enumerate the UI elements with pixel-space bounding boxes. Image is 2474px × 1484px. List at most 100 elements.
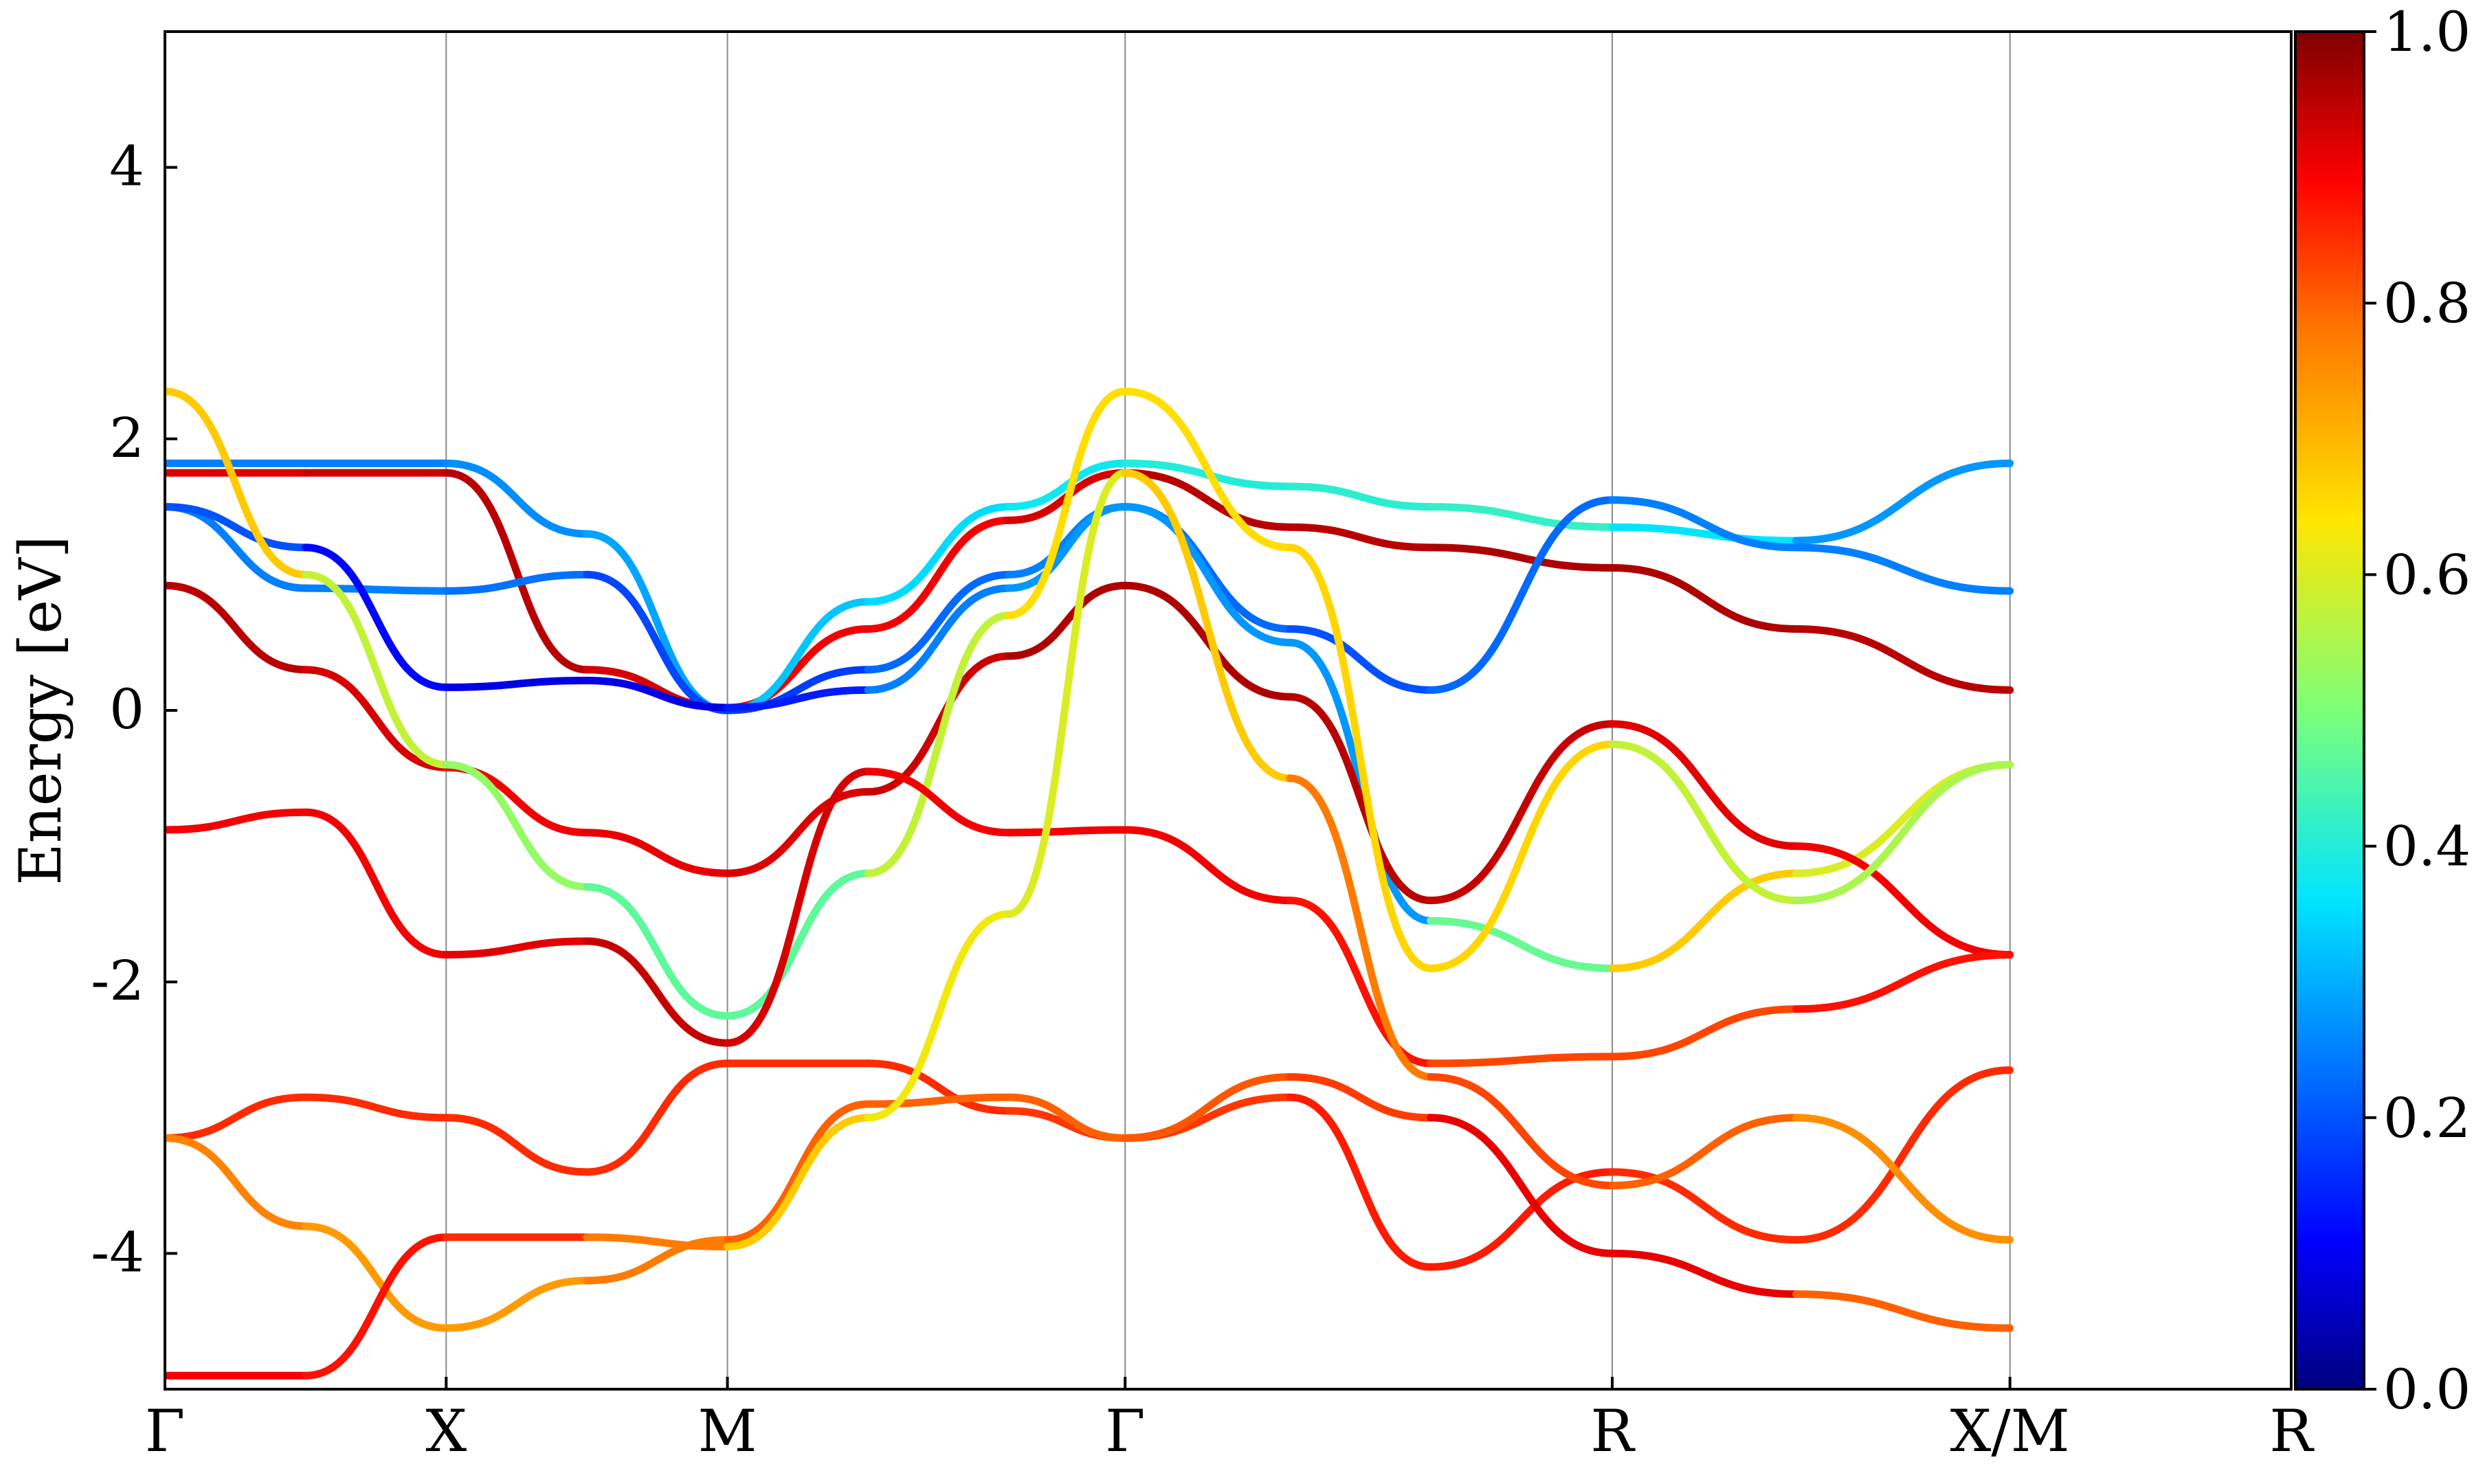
band-segment [165, 1134, 310, 1230]
k-point-label: Γ [1105, 1397, 1145, 1465]
band-segment [1121, 503, 1294, 647]
band-segment [583, 937, 732, 1047]
band-segment [442, 469, 591, 674]
band-segment [1286, 1093, 1435, 1271]
band-segment [1286, 482, 1435, 511]
plot-frame [164, 30, 2293, 1391]
band-segment [1427, 720, 1616, 905]
band-segment [1608, 1168, 1801, 1244]
band-segment [1792, 1114, 2014, 1244]
y-tick-label: 4 [109, 135, 144, 199]
y-tick-label: 0 [109, 677, 144, 741]
band-segment [1608, 1249, 1801, 1298]
band-segment [1608, 740, 1801, 905]
band-segment [1005, 826, 1129, 837]
band-6 [165, 387, 2014, 1020]
band-segment [1608, 1005, 1801, 1061]
band-segment [1608, 1114, 1801, 1190]
band-segment [1792, 625, 2014, 694]
band-2 [165, 459, 2014, 715]
band-segment [442, 1277, 591, 1332]
band-segment [1608, 564, 1801, 633]
band-segment [1792, 842, 2014, 959]
band-segment [1286, 638, 1435, 925]
band-segment [1121, 581, 1294, 701]
band-3 [165, 496, 2014, 715]
band-segment [1286, 523, 1435, 552]
band-segment [1427, 917, 1616, 972]
band-segment [1427, 1114, 1616, 1257]
band-segment [302, 1093, 450, 1122]
k-point-label: X [425, 1397, 467, 1465]
colorbar [2294, 30, 2365, 1391]
band-segment [442, 677, 591, 691]
band-segment [864, 516, 1013, 633]
band-segment [1005, 459, 1129, 511]
k-point-label: R [1590, 1397, 1636, 1465]
band-segment [302, 1233, 450, 1380]
band-segment [583, 1236, 732, 1285]
band-segment [1608, 523, 1801, 545]
band-segment [1005, 469, 1129, 918]
band-segment [724, 788, 872, 877]
band-segment [724, 686, 872, 712]
band-segment [1608, 720, 1801, 851]
band-segment [864, 1059, 1013, 1115]
energy-bands [165, 387, 2014, 1380]
colorbar-tick-label: 0.0 [2383, 1358, 2471, 1421]
y-axis: -4 -2 0 2 4 [91, 135, 177, 1284]
band-segment [724, 1100, 872, 1244]
band-segment [1427, 1053, 1616, 1068]
band-segment [864, 652, 1013, 796]
band-segment [165, 808, 310, 834]
band-segment [864, 584, 1013, 694]
colorbar-tick-label: 0.2 [2383, 1086, 2471, 1150]
band-segment [1792, 761, 2014, 905]
band-segment [583, 829, 732, 877]
band-segment [302, 808, 450, 959]
y-tick-label: 2 [109, 406, 144, 470]
band-segment [1286, 897, 1435, 1068]
band-segment [1427, 503, 1616, 531]
colorbar-tick-label: 1.0 [2383, 0, 2471, 64]
band-segment [1121, 387, 1294, 552]
band-segment [165, 503, 310, 552]
band-segment [1121, 826, 1294, 905]
band-segment [165, 581, 310, 674]
band-segment [1005, 387, 1129, 620]
band-segment [165, 1093, 310, 1142]
k-point-label: Γ [145, 1397, 185, 1465]
band-segment [1286, 774, 1435, 1081]
band-segment [1427, 740, 1616, 972]
colorbar-tick-label: 0.6 [2383, 543, 2471, 607]
band-segment [1427, 1073, 1616, 1190]
band-segment [442, 1114, 591, 1176]
y-tick-label: -4 [91, 1220, 144, 1284]
band-segment [1792, 761, 2014, 877]
k-point-label: M [698, 1397, 757, 1465]
band-segment [583, 677, 732, 712]
band-segment [1792, 1066, 2014, 1244]
colorbar-tick-label: 0.4 [2383, 815, 2471, 879]
band-segment [302, 666, 450, 772]
band-10 [165, 469, 2014, 1380]
colorbar-tick-label: 0.8 [2383, 271, 2471, 335]
band-segment [864, 611, 1013, 877]
band-segment [302, 543, 450, 691]
band-segment [442, 570, 591, 595]
band-segment [1608, 496, 1801, 552]
y-axis-label: Energy [eV] [7, 535, 74, 885]
band-segment [1792, 459, 2014, 545]
band-segment [583, 883, 732, 1020]
band-segment [1792, 951, 2014, 1013]
band-segment [1005, 581, 1129, 660]
band-segment [724, 767, 872, 1047]
band-segment [1121, 469, 1294, 531]
band-segment [1005, 1093, 1129, 1142]
k-point-label: R [2269, 1397, 2315, 1465]
band-segment [165, 387, 310, 578]
band-segment [1286, 693, 1435, 905]
band-segment [1286, 1073, 1435, 1122]
band-segment [442, 459, 591, 538]
